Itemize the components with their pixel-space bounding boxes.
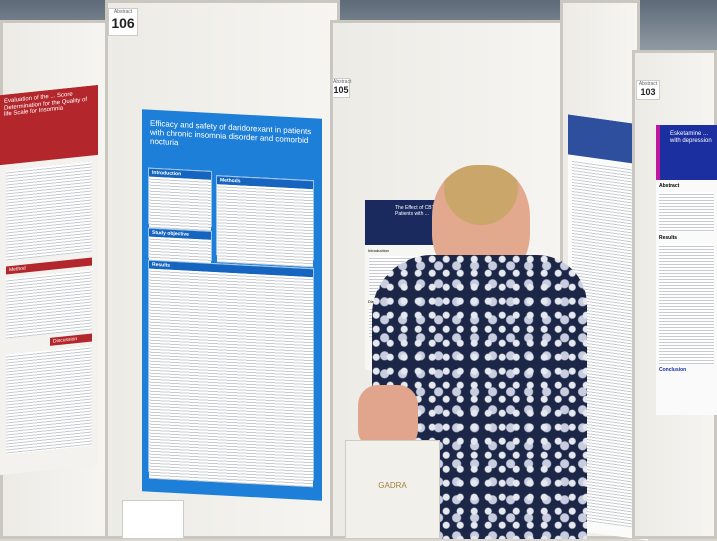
section-heading: Discussion xyxy=(50,333,92,346)
section-results: Results xyxy=(148,259,314,488)
text-block xyxy=(659,192,714,232)
section-methods: Methods xyxy=(216,175,314,268)
text-block xyxy=(659,244,714,364)
left-poster-header: Evaluation of the ... Score Determinatio… xyxy=(0,84,98,166)
main-poster-title: Efficacy and safety of daridorexant in p… xyxy=(150,118,312,147)
section-heading: Abstract xyxy=(659,183,680,189)
left-poster: Evaluation of the ... Score Determinatio… xyxy=(0,84,98,476)
booth-number-103: Abstract 103 xyxy=(636,80,660,100)
booth-number-105: Abstract 105 xyxy=(332,78,351,98)
qr-code-flyer xyxy=(122,500,184,539)
text-block xyxy=(6,345,92,455)
person-arm xyxy=(358,385,418,450)
section-heading: Conclusion xyxy=(659,367,687,373)
text-block xyxy=(6,269,92,339)
section-heading: Results xyxy=(659,235,678,241)
section-introduction: Introduction xyxy=(148,167,212,234)
right-poster: Esketamine ... with depression Abstract … xyxy=(656,125,717,415)
center-poster-title: The Effect of CBT-I on ... Patients with… xyxy=(395,205,450,217)
text-block xyxy=(6,161,92,261)
booth-number-106: Abstract 106 xyxy=(108,8,138,36)
right-poster-title: Esketamine ... with depression xyxy=(670,131,712,144)
section-heading: Introduction xyxy=(368,248,389,253)
shopping-bag: GADRA xyxy=(345,440,440,539)
left-poster-title: Evaluation of the ... Score Determinatio… xyxy=(4,91,88,118)
section-study-objective: Study objective xyxy=(148,227,212,268)
main-poster: Efficacy and safety of daridorexant in p… xyxy=(142,109,322,501)
